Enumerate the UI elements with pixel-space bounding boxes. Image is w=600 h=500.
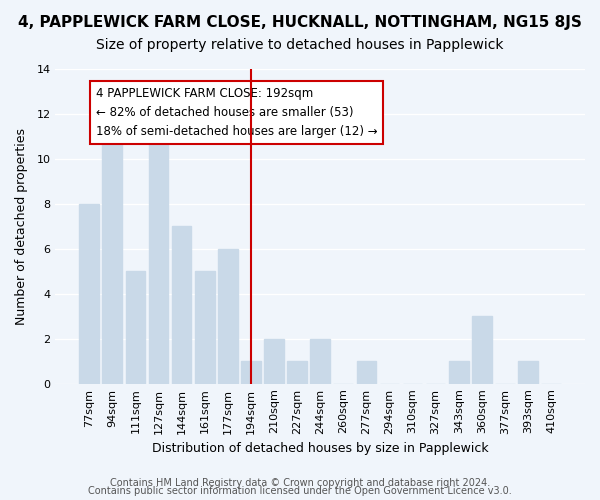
Bar xyxy=(103,136,122,384)
Bar xyxy=(125,272,145,384)
X-axis label: Distribution of detached houses by size in Papplewick: Distribution of detached houses by size … xyxy=(152,442,488,455)
Bar xyxy=(79,204,99,384)
Text: 4 PAPPLEWICK FARM CLOSE: 192sqm
← 82% of detached houses are smaller (53)
18% of: 4 PAPPLEWICK FARM CLOSE: 192sqm ← 82% of… xyxy=(95,87,377,138)
Bar xyxy=(472,316,491,384)
Bar xyxy=(172,226,191,384)
Bar xyxy=(518,361,538,384)
Bar xyxy=(310,338,330,384)
Bar xyxy=(149,114,169,384)
Text: Contains public sector information licensed under the Open Government Licence v3: Contains public sector information licen… xyxy=(88,486,512,496)
Bar xyxy=(264,338,284,384)
Text: 4, PAPPLEWICK FARM CLOSE, HUCKNALL, NOTTINGHAM, NG15 8JS: 4, PAPPLEWICK FARM CLOSE, HUCKNALL, NOTT… xyxy=(18,15,582,30)
Bar xyxy=(287,361,307,384)
Text: Contains HM Land Registry data © Crown copyright and database right 2024.: Contains HM Land Registry data © Crown c… xyxy=(110,478,490,488)
Text: Size of property relative to detached houses in Papplewick: Size of property relative to detached ho… xyxy=(96,38,504,52)
Bar xyxy=(356,361,376,384)
Y-axis label: Number of detached properties: Number of detached properties xyxy=(15,128,28,325)
Bar xyxy=(449,361,469,384)
Bar xyxy=(241,361,260,384)
Bar xyxy=(195,272,215,384)
Bar xyxy=(218,249,238,384)
